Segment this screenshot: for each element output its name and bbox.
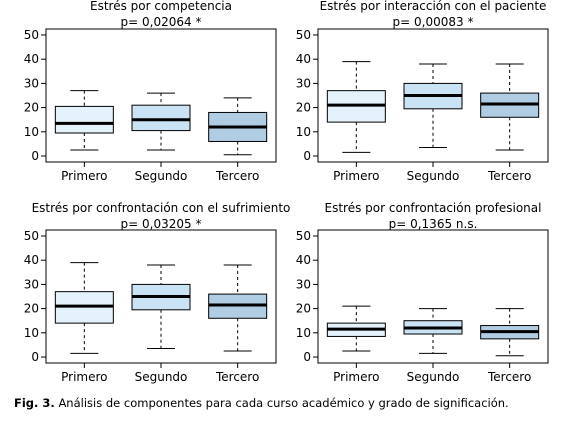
y-tick-label: 30 <box>24 76 39 90</box>
boxplot-panel-4: Estrés por confrontación profesional p= 0… <box>296 201 549 384</box>
y-tick-label: 0 <box>31 350 39 364</box>
chart-subtitle: p= 0,02064 * <box>121 15 202 29</box>
y-tick-label: 40 <box>24 253 39 267</box>
y-tick-label: 10 <box>296 125 311 139</box>
boxplot-panel-2: Estrés por interacción con el paciente p=… <box>296 0 549 183</box>
x-tick-label: Primero <box>61 169 107 183</box>
caption-label: Fig. 3. <box>14 396 55 410</box>
y-tick-label: 50 <box>296 229 311 243</box>
y-tick-label: 20 <box>296 101 311 115</box>
chart-subtitle: p= 0,03205 * <box>121 217 202 231</box>
y-tick-label: 20 <box>24 302 39 316</box>
x-tick-label: Tercero <box>487 169 531 183</box>
y-tick-label: 50 <box>24 229 39 243</box>
x-tick-label: Segundo <box>407 169 460 183</box>
y-tick-label: 10 <box>24 125 39 139</box>
y-tick-label: 40 <box>296 253 311 267</box>
boxplot-panel-3: Estrés por confrontación con el sufrimie… <box>24 201 291 384</box>
chart-subtitle: p= 0,1365 n.s. <box>389 217 478 231</box>
y-tick-label: 40 <box>296 52 311 66</box>
y-tick-label: 50 <box>296 28 311 42</box>
x-tick-label: Segundo <box>135 370 188 384</box>
x-tick-label: Segundo <box>135 169 188 183</box>
y-tick-label: 10 <box>24 326 39 340</box>
figure-caption: Fig. 3. Análisis de componentes para cad… <box>14 396 574 410</box>
y-tick-label: 20 <box>24 101 39 115</box>
x-tick-label: Tercero <box>215 169 259 183</box>
plot-frame <box>317 229 549 364</box>
iqr-box <box>54 105 114 134</box>
iqr-box <box>131 104 191 132</box>
caption-text: Análisis de componentes para cada curso … <box>58 396 509 410</box>
chart-title: Estrés por confrontación con el sufrimie… <box>32 201 291 215</box>
x-tick-label: Primero <box>333 370 379 384</box>
x-tick-label: Primero <box>333 169 379 183</box>
y-tick-label: 30 <box>24 277 39 291</box>
x-tick-label: Segundo <box>407 370 460 384</box>
y-tick-label: 30 <box>296 277 311 291</box>
y-tick-label: 20 <box>296 302 311 316</box>
chart-title: Estrés por confrontación profesional <box>325 201 542 215</box>
x-tick-label: Primero <box>61 370 107 384</box>
x-tick-label: Tercero <box>487 370 531 384</box>
y-tick-label: 30 <box>296 76 311 90</box>
chart-subtitle: p= 0,00083 * <box>393 15 474 29</box>
y-tick-label: 40 <box>24 52 39 66</box>
y-tick-label: 0 <box>31 149 39 163</box>
chart-title: Estrés por interacción con el paciente <box>320 0 547 13</box>
y-tick-label: 50 <box>24 28 39 42</box>
y-tick-label: 10 <box>296 326 311 340</box>
boxplot-panel-1: Estrés por competencia p= 0,02064 * 0 10 20 3… <box>24 0 277 183</box>
y-tick-label: 0 <box>303 149 311 163</box>
y-tick-label: 0 <box>303 350 311 364</box>
chart-title: Estrés por competencia <box>90 0 232 13</box>
x-tick-label: Tercero <box>215 370 259 384</box>
